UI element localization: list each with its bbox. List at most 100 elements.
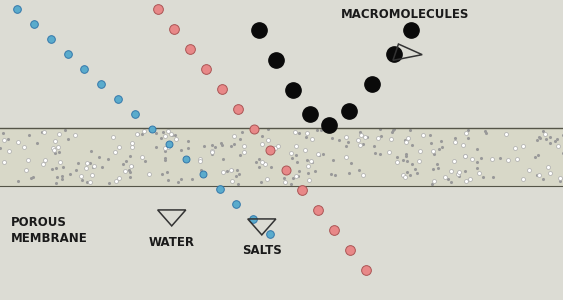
Point	[126, 154, 135, 158]
Point	[371, 151, 380, 156]
Point	[488, 175, 497, 179]
Point	[168, 132, 177, 137]
Point	[411, 166, 420, 171]
Point	[235, 153, 244, 158]
Text: SALTS: SALTS	[242, 244, 282, 257]
Point	[326, 172, 335, 177]
Point	[289, 175, 298, 180]
Point	[292, 152, 301, 157]
Point	[532, 173, 541, 178]
Point	[121, 158, 130, 163]
Point	[316, 128, 325, 133]
Point	[328, 136, 337, 141]
Point	[126, 175, 135, 179]
Point	[174, 179, 183, 184]
Point	[233, 167, 242, 172]
Point	[287, 156, 296, 161]
Point	[479, 175, 488, 180]
Point	[407, 142, 416, 147]
Point	[184, 145, 193, 150]
Point	[0, 131, 7, 136]
Point	[95, 154, 104, 159]
Point	[447, 179, 456, 184]
Point	[163, 170, 172, 175]
Point	[392, 154, 401, 159]
Point	[434, 166, 443, 171]
Point	[347, 161, 356, 166]
Point	[301, 135, 310, 140]
Point	[24, 133, 33, 137]
Point	[158, 171, 167, 176]
Point	[311, 169, 320, 174]
Point	[208, 152, 217, 156]
Point	[59, 165, 68, 170]
Point	[477, 156, 486, 161]
Point	[542, 137, 551, 142]
Point	[141, 159, 150, 164]
Point	[133, 131, 142, 136]
Point	[208, 142, 217, 147]
Point	[227, 168, 236, 173]
Point	[464, 135, 473, 140]
Point	[187, 177, 196, 182]
Point	[461, 169, 470, 174]
Point	[429, 152, 438, 156]
Bar	[0, 128, 563, 186]
Point	[331, 173, 340, 178]
Point	[450, 135, 459, 140]
Point	[89, 164, 98, 169]
Point	[314, 152, 323, 157]
Point	[558, 133, 563, 138]
Point	[406, 128, 415, 133]
Point	[387, 130, 396, 135]
Point	[72, 167, 81, 172]
Point	[196, 168, 205, 172]
Point	[362, 135, 371, 140]
Point	[176, 176, 185, 181]
Point	[0, 145, 5, 150]
Point	[539, 128, 548, 133]
Point	[227, 144, 236, 148]
Point	[293, 174, 302, 178]
Point	[433, 162, 442, 167]
Point	[238, 130, 247, 134]
Point	[164, 177, 173, 182]
Point	[482, 130, 491, 135]
Point	[408, 161, 417, 166]
Point	[302, 157, 311, 162]
Point	[399, 158, 408, 162]
Point	[78, 178, 87, 182]
Point	[160, 155, 169, 160]
Point	[103, 157, 112, 161]
Text: MACROMOLECULES: MACROMOLECULES	[341, 8, 470, 20]
Point	[211, 145, 220, 150]
Point	[532, 138, 541, 143]
Point	[48, 166, 57, 171]
Point	[295, 169, 304, 174]
Point	[341, 144, 350, 149]
Point	[434, 146, 443, 151]
Point	[443, 176, 452, 181]
Point	[267, 164, 276, 169]
Point	[355, 167, 364, 172]
Point	[376, 134, 385, 139]
Point	[428, 167, 437, 171]
Point	[335, 137, 344, 142]
Point	[472, 159, 481, 164]
Point	[232, 174, 241, 179]
Point	[279, 176, 288, 181]
Point	[555, 179, 563, 184]
Point	[405, 172, 414, 177]
Point	[128, 164, 137, 169]
Point	[303, 171, 312, 176]
Point	[254, 165, 263, 170]
Point	[233, 181, 242, 186]
Point	[222, 168, 231, 173]
Point	[97, 165, 106, 170]
Point	[535, 136, 544, 141]
Point	[51, 181, 60, 185]
Point	[345, 171, 354, 176]
Point	[413, 171, 422, 176]
Point	[157, 135, 166, 140]
Point	[558, 151, 563, 156]
